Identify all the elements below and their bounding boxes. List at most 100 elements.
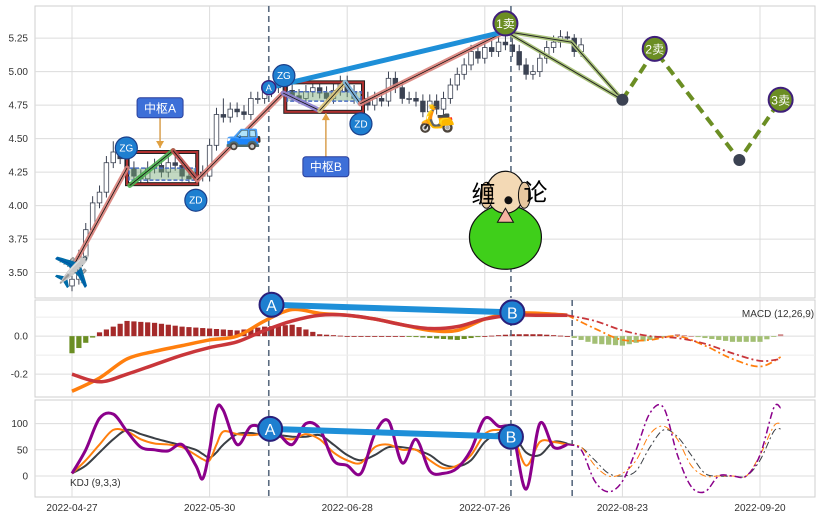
x-tick-label: 2022-07-26 xyxy=(459,503,511,514)
macd-histogram-bar xyxy=(434,336,440,339)
sell-point-marker xyxy=(492,10,519,37)
candle xyxy=(316,87,323,94)
divergence-point-label: B xyxy=(507,305,518,322)
x-tick-label: 2022-08-23 xyxy=(597,503,649,514)
macd-histogram-bar xyxy=(234,330,240,337)
macd-histogram-bar xyxy=(420,336,426,338)
mascot-icon xyxy=(468,170,543,270)
macd-histogram-bar xyxy=(103,329,109,337)
marker-label: 1卖 xyxy=(496,17,515,31)
forecast-point xyxy=(733,154,746,167)
bi-centerline xyxy=(172,150,198,181)
divergence-point-marker xyxy=(257,415,284,442)
candle xyxy=(530,71,536,75)
y-tick-label: 5.00 xyxy=(9,67,29,78)
macd-histogram-bar xyxy=(372,336,378,337)
macd-histogram-bar xyxy=(729,336,736,342)
zhongshu-box xyxy=(284,81,365,113)
macd-histogram-bar xyxy=(716,336,722,340)
kdj-d-line xyxy=(71,428,568,475)
candle xyxy=(420,100,426,113)
macd-histogram-bar xyxy=(337,335,343,337)
macd-histogram-bar xyxy=(482,336,488,337)
y-tick-label: 4.25 xyxy=(9,168,29,179)
macd-histogram-bar xyxy=(640,336,646,342)
bi-centerline xyxy=(196,92,284,181)
macd-histogram-bar xyxy=(413,336,419,338)
candle xyxy=(482,47,488,59)
y-tick-label: 5.25 xyxy=(9,34,29,45)
marker-label: ZD xyxy=(354,119,367,130)
mascot-text-right: 论 xyxy=(523,179,547,206)
zhongshu-core xyxy=(286,90,362,102)
forecast-bi-segment xyxy=(620,46,783,164)
macd-histogram-bar xyxy=(303,329,309,337)
macd-dea-line-forecast xyxy=(567,314,781,362)
macd-histogram-bar xyxy=(578,336,584,340)
macd-histogram-bar xyxy=(743,336,749,342)
divergence-point-marker xyxy=(258,291,285,318)
zhongshu-label: 中枢B xyxy=(310,159,342,174)
candle xyxy=(502,41,509,46)
y-tick-label: 4.50 xyxy=(9,134,29,145)
marker-label: ZG xyxy=(119,143,133,154)
y-tick-label: 100 xyxy=(11,419,28,430)
macd-histogram-bar xyxy=(379,336,385,337)
candle xyxy=(461,64,467,75)
y-tick-label: 4.75 xyxy=(9,101,29,112)
macd-histogram-bar xyxy=(124,320,130,337)
bi-centerline xyxy=(71,167,128,269)
x-tick-label: 2022-06-28 xyxy=(322,503,374,514)
mascot-text-left: 缠 xyxy=(471,181,495,208)
panel-frame xyxy=(34,399,816,498)
arrow-head-icon xyxy=(156,140,165,148)
candle xyxy=(516,51,522,66)
panel-frame xyxy=(34,299,816,398)
candle xyxy=(550,41,557,48)
candle xyxy=(495,41,502,52)
macd-histogram-bar xyxy=(172,325,178,337)
macd-histogram-bar xyxy=(736,336,742,342)
macd-histogram-bar xyxy=(599,336,605,345)
candle xyxy=(69,278,75,287)
macd-histogram-bar xyxy=(200,328,206,337)
mascot-ear xyxy=(479,181,493,209)
macd-histogram-bar xyxy=(220,329,226,337)
macd-histogram-bar xyxy=(365,336,371,337)
divergence-line xyxy=(271,301,513,316)
macd-histogram-bar xyxy=(358,336,364,337)
macd-histogram-bar xyxy=(138,321,144,337)
macd-histogram-bar xyxy=(268,326,275,337)
grid: 3.50 3.75 4.00 4.25 4.50 4.75 5.00 5.25 -0.2 0.0 0… xyxy=(9,5,816,514)
macd-histogram-bar xyxy=(461,336,467,339)
macd-histogram-bar xyxy=(447,336,453,340)
divergence-line xyxy=(270,425,512,440)
candle xyxy=(509,44,516,52)
macd-histogram-bar xyxy=(310,331,316,337)
macd-histogram-bar xyxy=(764,336,770,340)
macd-histogram-bar xyxy=(406,336,412,337)
macd-histogram-bar xyxy=(151,322,158,337)
macd-histogram-bar xyxy=(275,325,281,337)
marker-label: ZD xyxy=(189,196,202,207)
kdj-k-line-forecast xyxy=(567,422,781,479)
macd-histogram-bar xyxy=(757,336,763,342)
macd-histogram-bar xyxy=(282,325,288,337)
candle xyxy=(468,51,474,66)
candle xyxy=(564,36,571,39)
divergence-point-label: A xyxy=(265,422,276,439)
macd-histogram-bar xyxy=(523,334,529,337)
macd-dif-line-forecast xyxy=(566,314,782,368)
macd-histogram-bar xyxy=(564,336,570,337)
price-panel: 中枢A 中枢B ZG ZD ZG ZD A 1卖 2卖 3卖 ✈️ 🚙 🛵 缠 论 xyxy=(53,6,794,298)
macd-histogram-bar xyxy=(213,329,220,337)
candle xyxy=(96,191,103,204)
macd-histogram-bar xyxy=(516,334,522,337)
candle xyxy=(433,100,440,110)
candle xyxy=(234,108,240,113)
candle xyxy=(213,114,220,146)
macd-histogram-bar xyxy=(592,336,598,344)
macd-legend: MACD (12,26,9) xyxy=(742,309,814,320)
bi-centerline xyxy=(505,30,623,101)
